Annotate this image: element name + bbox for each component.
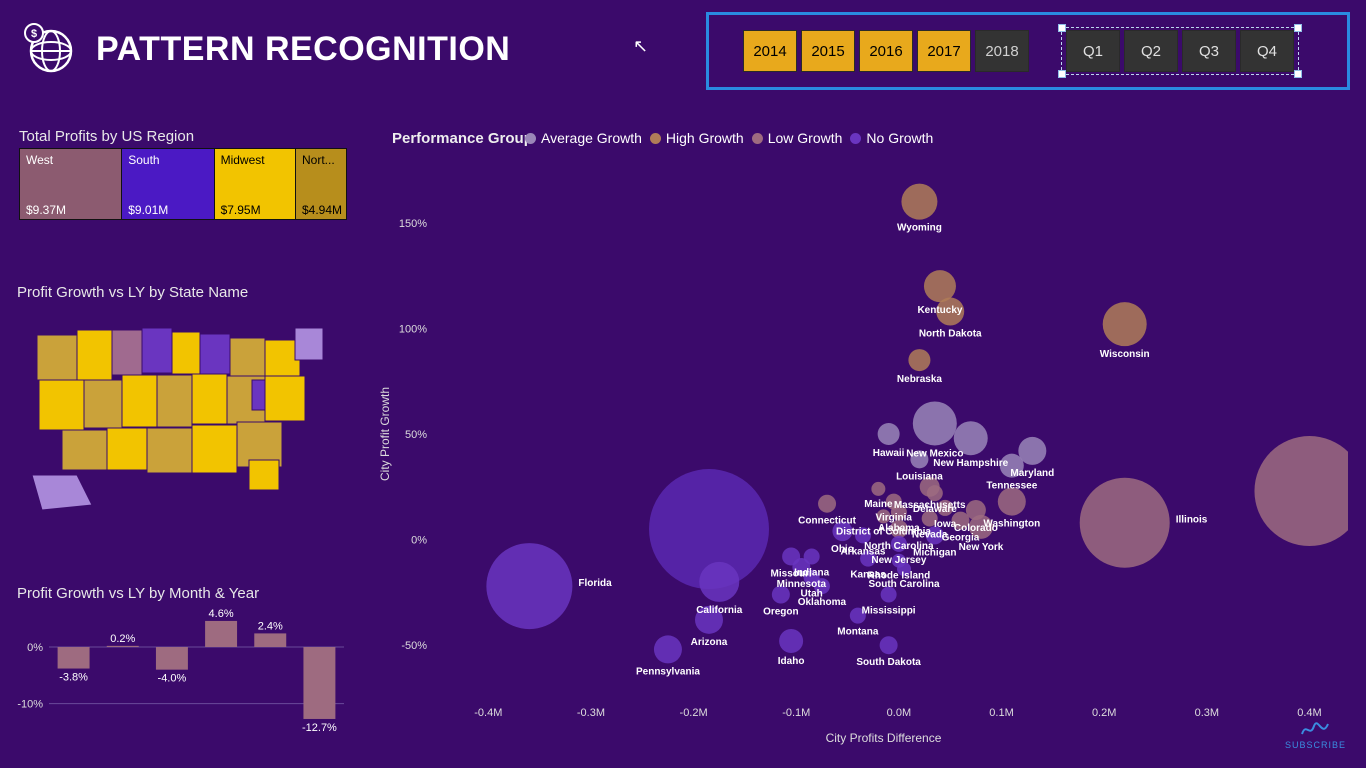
svg-text:-0.3M: -0.3M xyxy=(577,707,605,719)
svg-text:Oklahoma: Oklahoma xyxy=(798,597,847,608)
svg-text:-0.2M: -0.2M xyxy=(680,707,708,719)
map-title: Profit Growth vs LY by State Name xyxy=(17,284,248,301)
svg-text:South Carolina: South Carolina xyxy=(868,579,940,590)
subscribe-watermark: SUBSCRIBE xyxy=(1285,718,1346,750)
year-slicer[interactable]: 20142015201620172018 xyxy=(743,27,1029,75)
treemap-cell-nort...[interactable]: Nort...$4.94M xyxy=(296,149,346,219)
svg-text:-4.0%: -4.0% xyxy=(158,673,187,685)
svg-text:0%: 0% xyxy=(27,642,43,654)
svg-text:0.2%: 0.2% xyxy=(110,633,135,645)
scatter-legend-title: Performance Group xyxy=(392,130,533,147)
svg-text:City Profit Growth: City Profit Growth xyxy=(378,387,392,481)
svg-text:Idaho: Idaho xyxy=(778,656,805,667)
svg-text:150%: 150% xyxy=(399,218,427,230)
svg-text:100%: 100% xyxy=(399,323,427,335)
svg-text:$: $ xyxy=(31,28,37,40)
svg-text:Maryland: Maryland xyxy=(1010,468,1054,479)
us-map-chart[interactable] xyxy=(17,310,352,515)
year-button-2014[interactable]: 2014 xyxy=(743,30,797,72)
svg-text:-0.4M: -0.4M xyxy=(474,707,502,719)
globe-dollar-icon: $ xyxy=(20,20,78,78)
year-button-2017[interactable]: 2017 xyxy=(917,30,971,72)
svg-text:Nebraska: Nebraska xyxy=(897,374,942,385)
scatter-chart[interactable]: -0.4M-0.3M-0.2M-0.1M0.0M0.1M0.2M0.3M0.4M… xyxy=(375,150,1348,750)
barchart-title: Profit Growth vs LY by Month & Year xyxy=(17,585,259,602)
svg-text:Mississippi: Mississippi xyxy=(862,606,916,617)
legend-item[interactable]: Average Growth xyxy=(525,130,642,146)
svg-text:50%: 50% xyxy=(405,429,427,441)
treemap-cell-south[interactable]: South$9.01M xyxy=(122,149,214,219)
svg-text:Wisconsin: Wisconsin xyxy=(1100,349,1150,360)
svg-text:California: California xyxy=(696,605,743,616)
svg-text:Indiana: Indiana xyxy=(794,567,829,578)
svg-text:Maine: Maine xyxy=(864,499,893,510)
quarter-button-Q3[interactable]: Q3 xyxy=(1182,30,1236,72)
svg-text:Montana: Montana xyxy=(837,627,879,638)
treemap-title: Total Profits by US Region xyxy=(19,128,194,145)
svg-text:Kentucky: Kentucky xyxy=(917,305,962,316)
svg-text:Florida: Florida xyxy=(578,578,612,589)
svg-text:Virginia: Virginia xyxy=(876,513,913,524)
svg-text:New Jersey: New Jersey xyxy=(871,555,926,566)
page-title: PATTERN RECOGNITION xyxy=(96,30,510,69)
svg-text:New York: New York xyxy=(959,542,1004,553)
svg-text:Louisiana: Louisiana xyxy=(896,471,943,482)
svg-text:Illinois: Illinois xyxy=(1176,515,1208,526)
svg-text:Hawaii: Hawaii xyxy=(873,448,905,459)
svg-text:Oregon: Oregon xyxy=(763,607,799,618)
svg-text:-50%: -50% xyxy=(401,640,427,652)
svg-text:0%: 0% xyxy=(411,535,427,547)
svg-text:-10%: -10% xyxy=(17,699,43,711)
quarter-button-Q4[interactable]: Q4 xyxy=(1240,30,1294,72)
svg-text:New Hampshire: New Hampshire xyxy=(933,458,1008,469)
svg-text:4.6%: 4.6% xyxy=(209,608,234,620)
svg-text:-12.7%: -12.7% xyxy=(302,722,337,734)
svg-text:Delaware: Delaware xyxy=(913,504,957,515)
svg-text:0.0M: 0.0M xyxy=(887,707,911,719)
svg-text:Tennessee: Tennessee xyxy=(986,481,1037,492)
treemap-cell-midwest[interactable]: Midwest$7.95M xyxy=(215,149,296,219)
svg-text:0.3M: 0.3M xyxy=(1195,707,1219,719)
treemap-cell-west[interactable]: West$9.37M xyxy=(20,149,122,219)
svg-text:Connecticut: Connecticut xyxy=(798,516,856,527)
scatter-legend: Average Growth High Growth Low Growth No Gr… xyxy=(525,130,933,146)
monthly-bar-chart[interactable]: 0% -10% -3.8% 0.2% -4.0% 4.6% 2.4% -12.7% xyxy=(17,605,352,745)
svg-text:South Dakota: South Dakota xyxy=(856,657,921,668)
svg-text:-3.8%: -3.8% xyxy=(59,672,88,684)
svg-text:Wyoming: Wyoming xyxy=(897,223,942,234)
svg-text:Arizona: Arizona xyxy=(691,637,728,648)
header: $ PATTERN RECOGNITION xyxy=(20,20,510,78)
svg-text:Pennsylvania: Pennsylvania xyxy=(636,666,700,677)
svg-text:0.1M: 0.1M xyxy=(989,707,1013,719)
cursor-icon: ↖ xyxy=(633,36,648,57)
svg-text:City Profits Difference: City Profits Difference xyxy=(826,731,942,745)
year-button-2016[interactable]: 2016 xyxy=(859,30,913,72)
slicer-selection-box: 20142015201620172018 Q1Q2Q3Q4 xyxy=(706,12,1350,90)
year-button-2015[interactable]: 2015 xyxy=(801,30,855,72)
legend-item[interactable]: Low Growth xyxy=(752,130,843,146)
year-button-2018[interactable]: 2018 xyxy=(975,30,1029,72)
svg-text:North Dakota: North Dakota xyxy=(919,329,982,340)
quarter-button-Q1[interactable]: Q1 xyxy=(1066,30,1120,72)
quarter-button-Q2[interactable]: Q2 xyxy=(1124,30,1178,72)
legend-item[interactable]: High Growth xyxy=(650,130,744,146)
svg-text:0.2M: 0.2M xyxy=(1092,707,1116,719)
svg-text:-0.1M: -0.1M xyxy=(782,707,810,719)
legend-item[interactable]: No Growth xyxy=(850,130,933,146)
region-treemap[interactable]: West$9.37MSouth$9.01MMidwest$7.95MNort..… xyxy=(19,148,347,220)
svg-text:2.4%: 2.4% xyxy=(258,620,283,632)
quarter-slicer[interactable]: Q1Q2Q3Q4 xyxy=(1061,27,1299,75)
